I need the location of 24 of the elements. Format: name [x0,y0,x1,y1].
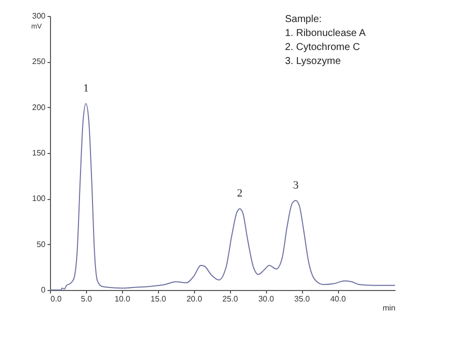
x-tick-label: 0.0 [50,294,62,304]
x-tick-label: 30.0 [258,294,274,304]
x-tick-label: 15.0 [150,294,167,304]
y-tick-label: 200 [32,102,46,112]
x-tick-label: 35.0 [294,294,310,304]
y-tick-label: 150 [32,148,46,158]
x-axis-title: min [382,304,396,312]
x-tick-label: 10.0 [114,294,131,304]
y-tick-label: 250 [32,57,46,66]
annotation: Sample: [285,14,322,25]
y-tick-label: 0 [41,286,46,294]
annotation: 3 [293,179,300,192]
x-tick-label: 25.0 [222,294,239,304]
annotation: 3. Lysozyme [285,56,342,67]
annotation: 2 [237,188,242,200]
y-tick-label: 100 [32,194,46,204]
annotation: 2. Cytochrome C [285,42,360,53]
annotation: 1 [83,82,89,95]
x-tick-label: 20.0 [186,294,203,304]
y-tick-label: 50 [36,240,46,249]
y-tick-label: 300 [32,12,46,20]
annotation: 1. Ribonuclease A [285,28,366,39]
x-tick-label: 40.0 [330,294,346,304]
x-tick-label: 5.0 [80,294,93,304]
